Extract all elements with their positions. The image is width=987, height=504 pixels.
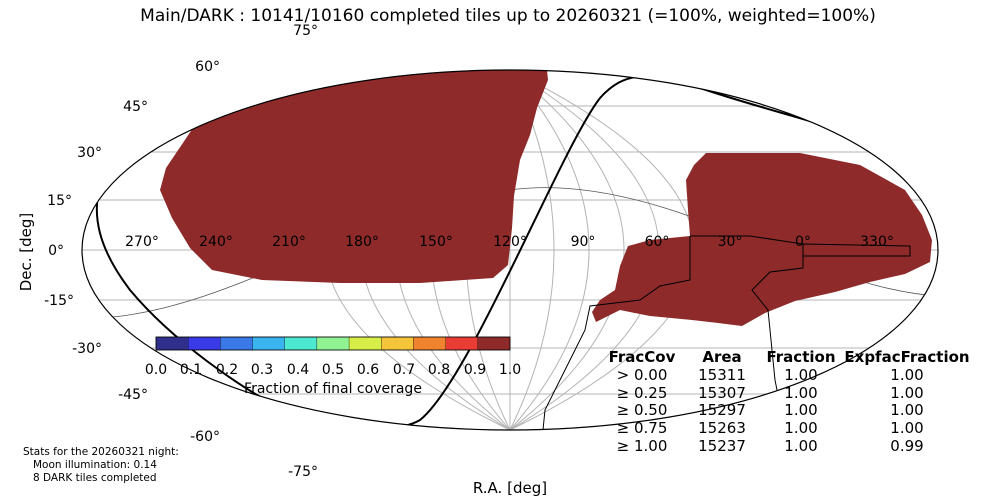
dec-tick-label: -75° — [288, 464, 318, 480]
colorbar-segment — [252, 336, 285, 351]
dec-tick-label: -30° — [72, 341, 102, 357]
dec-tick-labels: 75° 60° 45° 30° 15° 0° -15° -30° -45° -6… — [44, 23, 318, 480]
tile — [380, 45, 404, 53]
galactic-plane-line — [95, 75, 921, 430]
dec-tick-label: 60° — [195, 59, 220, 75]
ra-tick-labels: 270° 240° 210° 180° 150° 120° 90° 60° 30… — [125, 234, 894, 250]
colorbar-tick: 0.3 — [251, 362, 273, 378]
colorbar — [155, 336, 511, 351]
y-axis-label: Dec. [deg] — [17, 213, 35, 292]
stats-row-0-fraction: 1.00 — [784, 366, 817, 384]
dec-tick-label: 30° — [77, 145, 102, 161]
colorbar-tick: 0.5 — [322, 362, 344, 378]
night-stats: Stats for the 20260321 night: Moon illum… — [23, 446, 179, 484]
ra-tick-label: 330° — [860, 234, 894, 250]
stats-row-4-label: ≥ 1.00 — [617, 437, 668, 455]
colorbar-tick: 0.2 — [216, 362, 238, 378]
tile — [354, 53, 378, 61]
colorbar-tick: 0.0 — [145, 362, 167, 378]
ra-tick-label: 0° — [795, 234, 811, 250]
tile — [384, 58, 408, 66]
colorbar-segment — [381, 336, 414, 351]
colorbar-tick: 0.1 — [180, 362, 202, 378]
stats-row-2-expfac: 1.00 — [890, 401, 923, 419]
dec-tick-label: 75° — [293, 23, 318, 39]
ra-tick-label: 120° — [493, 234, 527, 250]
stats-row-2-fraction: 1.00 — [784, 401, 817, 419]
projection-boundary — [81, 69, 939, 431]
night-stats-line-1: Stats for the 20260321 night: — [23, 446, 179, 458]
stats-row-0-label: > 0.00 — [617, 366, 668, 384]
stats-row-1-label: ≥ 0.25 — [617, 384, 668, 402]
dec-tick-label: 15° — [47, 193, 72, 209]
ra-tick-label: 210° — [272, 234, 306, 250]
stats-row-0-expfac: 1.00 — [890, 366, 923, 384]
dec-tick-label: -60° — [190, 429, 220, 445]
ra-tick-label: 30° — [718, 234, 743, 250]
dec-tick-label: -15° — [44, 293, 74, 309]
stats-row-4-area: 15237 — [698, 437, 746, 455]
night-stats-line-2: Moon illumination: 0.14 — [33, 459, 157, 471]
night-stats-line-3: 8 DARK tiles completed — [33, 472, 157, 484]
coverage-stats-table: FracCov Area Fraction ExpfacFraction > 0… — [609, 348, 970, 455]
stats-row-4-expfac: 0.99 — [890, 437, 923, 455]
dec-tick-label: 45° — [123, 99, 148, 115]
ra-meridian-60 — [509, 70, 590, 430]
x-axis-label: R.A. [deg] — [473, 479, 547, 497]
stats-header-fraccov: FracCov — [609, 348, 676, 366]
colorbar-tick: 0.4 — [287, 362, 309, 378]
chart-title: Main/DARK : 10141/10160 completed tiles … — [140, 6, 876, 26]
stats-row-3-fraction: 1.00 — [784, 419, 817, 437]
colorbar-segment — [284, 336, 318, 351]
dec-tick-label: 0° — [48, 243, 64, 259]
ra-tick-label: 90° — [571, 234, 596, 250]
ra-meridian-30 — [509, 70, 625, 430]
ra-tick-label: 180° — [345, 234, 379, 250]
colorbar-segment — [413, 336, 446, 351]
colorbar-label: Fraction of final coverage — [244, 381, 422, 397]
colorbar-segment — [316, 336, 350, 351]
stats-row-3-label: ≥ 0.75 — [617, 419, 668, 437]
colorbar-tick: 0.9 — [464, 362, 486, 378]
colorbar-tick-labels: 0.0 0.1 0.2 0.3 0.4 0.5 0.6 0.7 0.8 0.9 … — [145, 362, 521, 378]
stats-row-2-area: 15297 — [698, 401, 746, 419]
colorbar-segment — [477, 336, 511, 351]
stats-row-1-expfac: 1.00 — [890, 384, 923, 402]
stats-header-expfac: ExpfacFraction — [844, 348, 969, 366]
dec-tick-label: -45° — [118, 387, 148, 403]
colorbar-segment — [220, 336, 253, 351]
stats-row-0-area: 15311 — [698, 366, 746, 384]
colorbar-frame — [155, 336, 511, 351]
ra-tick-label: 240° — [199, 234, 233, 250]
stats-row-2-label: ≥ 0.50 — [617, 401, 668, 419]
colorbar-tick: 0.8 — [428, 362, 450, 378]
tile — [392, 51, 416, 59]
ra-tick-label: 270° — [125, 234, 159, 250]
colorbar-segment — [188, 336, 221, 351]
stats-row-1-fraction: 1.00 — [784, 384, 817, 402]
ra-tick-label: 150° — [419, 234, 453, 250]
stats-row-1-area: 15307 — [698, 384, 746, 402]
in-progress-tiles — [354, 43, 436, 66]
colorbar-tick: 0.7 — [393, 362, 415, 378]
tile — [416, 53, 436, 61]
stats-row-3-expfac: 1.00 — [890, 419, 923, 437]
colorbar-segment — [445, 336, 478, 351]
stats-row-3-area: 15263 — [698, 419, 746, 437]
stats-header-fraction: Fraction — [767, 348, 836, 366]
colorbar-tick: 0.6 — [357, 362, 379, 378]
colorbar-tick: 1.0 — [499, 362, 521, 378]
tile — [406, 43, 430, 51]
ra-tick-label: 60° — [645, 234, 670, 250]
colorbar-segment — [155, 336, 189, 351]
stats-header-area: Area — [702, 348, 741, 366]
stats-row-4-fraction: 1.00 — [784, 437, 817, 455]
colorbar-segment — [348, 336, 382, 351]
